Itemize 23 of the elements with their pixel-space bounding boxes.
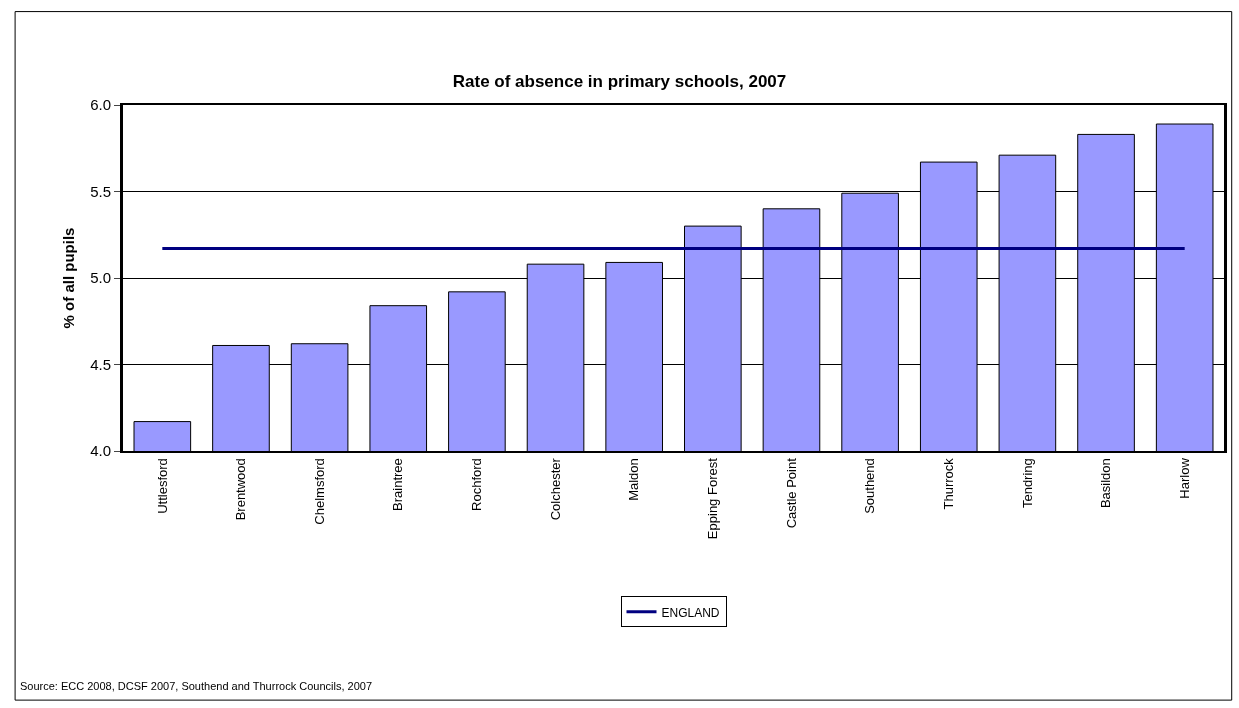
x-tick-label: Harlow [1176,457,1192,499]
x-tick-label: Braintree [390,458,406,511]
chart-title: Rate of absence in primary schools, 2007 [452,72,787,92]
y-tick-label: 6.0 [90,96,111,114]
x-tick-label: Uttlesford [154,458,170,514]
x-tick-label: Tendring [1019,458,1035,509]
y-axis-title: % of all pupils [60,227,78,329]
x-tick-label: Thurrock [940,457,956,510]
x-tick-label: Rochford [469,458,485,511]
x-tick-label: Basildon [1098,458,1114,509]
x-tick-label: Southend [862,458,878,514]
x-tick-label: Maldon [626,458,642,501]
source-note: Source: ECC 2008, DCSF 2007, Southend and Thurrock Councils, 2007 [20,680,372,692]
x-tick-label: Epping Forest [705,457,721,540]
x-tick-label: Colchester [547,457,563,521]
y-tick-label: 5.0 [90,269,111,287]
y-tick-label: 4.0 [90,442,111,460]
x-tick-label: Chelmsford [311,458,327,525]
y-tick-label: 5.5 [90,182,111,200]
legend-label: ENGLAND [661,605,720,620]
x-tick-label: Brentwood [233,458,249,521]
y-tick-label: 4.5 [90,355,111,373]
x-tick-label: Castle Point [783,457,799,529]
